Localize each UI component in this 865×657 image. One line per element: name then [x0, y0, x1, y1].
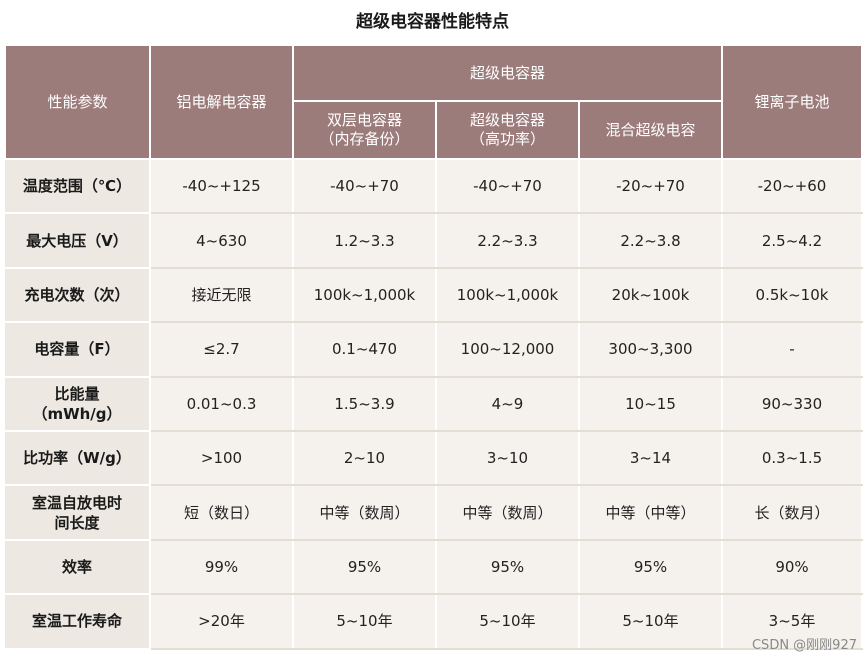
table-cell: 100k~1,000k [436, 267, 580, 324]
header-liion: 锂离子电池 [721, 44, 863, 160]
row-label: 温度范围（℃） [5, 159, 151, 215]
table-cell: 中等（数周） [436, 485, 580, 541]
table-cell: 20k~100k [579, 267, 723, 324]
table-cell: - [722, 322, 863, 378]
table-cell: 5~10年 [293, 594, 437, 650]
header-edlc-line2: （内存备份） [319, 130, 410, 148]
table-cell: -20~+60 [722, 159, 863, 215]
row-label: 室温工作寿命 [5, 594, 151, 650]
table-cell: 100~12,000 [436, 322, 580, 378]
header-supercap-group: 超级电容器 [292, 44, 723, 102]
table-row: 比功率（W/g） >100 2~10 3~10 3~14 0.3~1.5 [5, 430, 863, 487]
table-row: 室温工作寿命 >20年 5~10年 5~10年 5~10年 3~5年 [5, 594, 863, 650]
header-power-line2: （高功率） [469, 130, 545, 148]
table-row: 电容量（F） ≤2.7 0.1~470 100~12,000 300~3,300- [5, 322, 863, 378]
table-cell: 95% [579, 539, 723, 596]
table-cell: 1.5~3.9 [293, 376, 437, 432]
table-cell: -40~+70 [436, 159, 580, 215]
table-cell: 5~10年 [579, 594, 723, 650]
table-cell: 中等（中等） [579, 485, 723, 541]
table-cell: 4~630 [150, 213, 294, 269]
table-cell: 中等（数周） [293, 485, 437, 541]
table-cell: -20~+70 [579, 159, 723, 215]
table-cell: -40~+70 [293, 159, 437, 215]
row-label-line1: 比能量 [54, 384, 100, 403]
table-row: 室温自放电时 间长度 短（数日） 中等（数周） 中等（数周） 中等（中等） 长（数月） [5, 485, 863, 541]
watermark: CSDN @刚刚927 [751, 638, 857, 653]
header-power: 超级电容器 （高功率） [435, 100, 580, 160]
table-cell: 0.3~1.5 [722, 430, 863, 487]
table-cell: 短（数日） [150, 485, 294, 541]
row-label: 室温自放电时 间长度 [5, 485, 151, 541]
header-power-line1: 超级电容器 [469, 111, 545, 129]
row-label: 充电次数（次） [5, 267, 151, 324]
table-body: 温度范围（℃） -40~+125 -40~+70 -40~+70 -20~+70 -20~… [5, 159, 863, 650]
header-aluminum: 铝电解电容器 [149, 44, 294, 160]
row-label-line2: （mWh/g） [32, 404, 122, 423]
table-cell: 0.01~0.3 [150, 376, 294, 432]
table-cell: 3~14 [579, 430, 723, 487]
row-label-line1: 室温自放电时 [31, 493, 122, 512]
table-row: 温度范围（℃） -40~+125 -40~+70 -40~+70 -20~+70 -20~… [5, 159, 863, 215]
table-cell: 95% [293, 539, 437, 596]
table-cell: 90% [722, 539, 863, 596]
table-row: 最大电压（V） 4~630 1.2~3.3 2.2~3.3 2.2~3.8 2.5~4.2 [5, 213, 863, 269]
table-title: 超级电容器性能特点 [356, 12, 509, 32]
table-cell: 99% [150, 539, 294, 596]
table-cell: 5~10年 [436, 594, 580, 650]
table-cell: 长（数月） [722, 485, 863, 541]
row-label: 比能量 （mWh/g） [5, 376, 151, 432]
table-cell: 2.2~3.8 [579, 213, 723, 269]
row-label: 比功率（W/g） [5, 430, 151, 487]
table-cell: 90~330 [722, 376, 863, 432]
header-edlc: 双层电容器 （内存备份） [292, 100, 437, 160]
table-cell: -40~+125 [150, 159, 294, 215]
row-label: 最大电压（V） [5, 213, 151, 269]
table-cell: 300~3,300 [579, 322, 723, 378]
table-row: 比能量 （mWh/g） 0.01~0.3 1.5~3.9 4~9 10~15 90~330 [5, 376, 863, 432]
table-cell: 100k~1,000k [293, 267, 437, 324]
table-cell: 3~10 [436, 430, 580, 487]
header-param: 性能参数 [4, 44, 151, 160]
table-cell: 0.1~470 [293, 322, 437, 378]
row-label-line2: 间长度 [54, 513, 100, 532]
table-cell: 接近无限 [150, 267, 294, 324]
table-cell: >100 [150, 430, 294, 487]
table-cell: ≤2.7 [150, 322, 294, 378]
table-row: 效率 99% 95% 95% 95% 90% [5, 539, 863, 596]
table-cell: 2.5~4.2 [722, 213, 863, 269]
row-label: 电容量（F） [5, 322, 151, 378]
table-cell: >20年 [150, 594, 294, 650]
row-label: 效率 [5, 539, 151, 596]
header-edlc-line1: 双层电容器 [326, 111, 402, 129]
performance-table: 性能参数 铝电解电容器 超级电容器 锂离子电池 双层电容器 （内存备份） 超级电… [4, 44, 863, 650]
table-cell: 1.2~3.3 [293, 213, 437, 269]
table-cell: 10~15 [579, 376, 723, 432]
table-cell: 2.2~3.3 [436, 213, 580, 269]
table-cell: 0.5k~10k [722, 267, 863, 324]
table-row: 充电次数（次） 接近无限 100k~1,000k 100k~1,000k 20k~100… [5, 267, 863, 324]
table-cell: 95% [436, 539, 580, 596]
table-cell: 2~10 [293, 430, 437, 487]
table-cell: 4~9 [436, 376, 580, 432]
header-hybrid: 混合超级电容 [578, 100, 723, 160]
table-cell: 3~5年 [722, 594, 863, 650]
